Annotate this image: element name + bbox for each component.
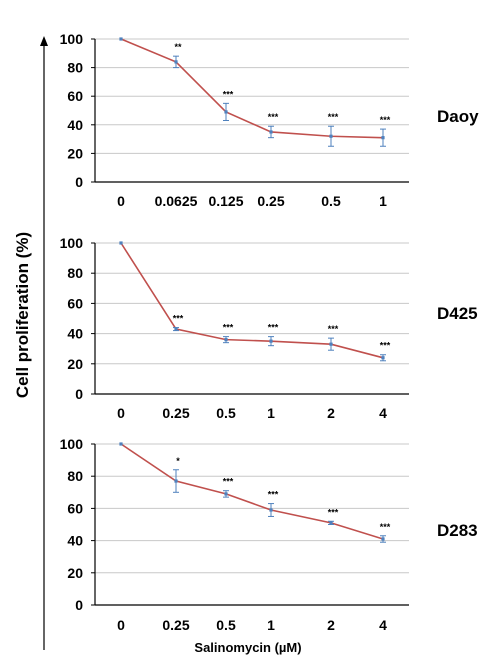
y-tick-label: 100 <box>60 31 84 47</box>
y-tick-label: 80 <box>67 265 83 281</box>
data-point <box>224 110 228 114</box>
significance-label: *** <box>173 314 184 324</box>
y-tick-label: 40 <box>67 533 83 549</box>
data-point <box>269 339 273 343</box>
y-tick-label: 80 <box>67 60 83 76</box>
data-point <box>174 479 178 483</box>
x-tick-label: 1 <box>267 617 275 633</box>
x-axis-label: Salinomycin (µM) <box>194 640 301 655</box>
data-point <box>174 60 178 64</box>
x-tick-label: 4 <box>379 617 387 633</box>
x-tick-label: 1 <box>267 405 275 421</box>
y-tick-label: 0 <box>75 597 83 613</box>
y-tick-label: 100 <box>60 235 84 251</box>
y-tick-label: 60 <box>67 88 83 104</box>
x-tick-label: 4 <box>379 405 387 421</box>
data-point <box>174 327 178 331</box>
data-point <box>381 537 385 541</box>
significance-label: *** <box>380 341 391 351</box>
data-point <box>224 338 228 342</box>
panel-label: D283 <box>437 521 478 540</box>
x-tick-label: 0.25 <box>162 405 189 421</box>
x-tick-label: 0.5 <box>321 193 341 209</box>
significance-label: *** <box>328 507 339 517</box>
data-point <box>329 521 333 525</box>
data-point <box>224 492 228 496</box>
significance-label: *** <box>380 522 391 532</box>
x-tick-label: 1 <box>379 193 387 209</box>
significance-label: *** <box>223 89 234 99</box>
y-tick-label: 40 <box>67 117 83 133</box>
significance-label: *** <box>380 115 391 125</box>
x-tick-label: 0.0625 <box>155 193 198 209</box>
panel-label: D425 <box>437 304 478 323</box>
x-tick-label: 0 <box>117 617 125 633</box>
significance-label: *** <box>328 324 339 334</box>
data-point <box>381 356 385 360</box>
x-tick-label: 0.25 <box>162 617 189 633</box>
y-tick-label: 100 <box>60 436 84 452</box>
x-tick-label: 2 <box>327 405 335 421</box>
x-tick-label: 0 <box>117 193 125 209</box>
x-tick-label: 0.125 <box>208 193 243 209</box>
data-point <box>329 134 333 138</box>
x-tick-label: 2 <box>327 617 335 633</box>
y-tick-label: 80 <box>67 468 83 484</box>
data-point <box>119 37 123 41</box>
x-tick-label: 0.5 <box>216 405 236 421</box>
significance-label: *** <box>223 477 234 487</box>
significance-label: *** <box>268 112 279 122</box>
y-tick-label: 20 <box>67 145 83 161</box>
series-line <box>120 443 384 540</box>
y-tick-label: 20 <box>67 356 83 372</box>
significance-label: *** <box>268 323 279 333</box>
data-point <box>329 342 333 346</box>
series-line <box>120 38 384 139</box>
ylabel-arrow <box>40 36 48 650</box>
significance-label: *** <box>223 323 234 333</box>
y-tick-label: 0 <box>75 174 83 190</box>
data-point <box>119 241 123 245</box>
y-axis-label: Cell proliferation (%) <box>13 232 32 398</box>
x-tick-label: 0 <box>117 405 125 421</box>
panel-label: Daoy <box>437 107 479 126</box>
x-tick-label: 0.5 <box>216 617 236 633</box>
data-point <box>269 508 273 512</box>
y-tick-label: 60 <box>67 500 83 516</box>
significance-label: *** <box>268 490 279 500</box>
y-tick-label: 20 <box>67 565 83 581</box>
y-tick-label: 0 <box>75 386 83 402</box>
significance-label: ** <box>174 42 182 52</box>
y-tick-label: 40 <box>67 326 83 342</box>
significance-label: * <box>176 456 180 466</box>
y-tick-label: 60 <box>67 295 83 311</box>
significance-label: *** <box>328 112 339 122</box>
data-point <box>269 130 273 134</box>
x-tick-label: 0.25 <box>257 193 284 209</box>
data-point <box>119 442 123 446</box>
chart-panel-d425: 0 20 40 60 80 100 0 0.25 0.5 1 2 4 *** *** *** *** *** D4… <box>60 235 478 421</box>
series-line <box>120 242 384 359</box>
data-point <box>381 136 385 140</box>
